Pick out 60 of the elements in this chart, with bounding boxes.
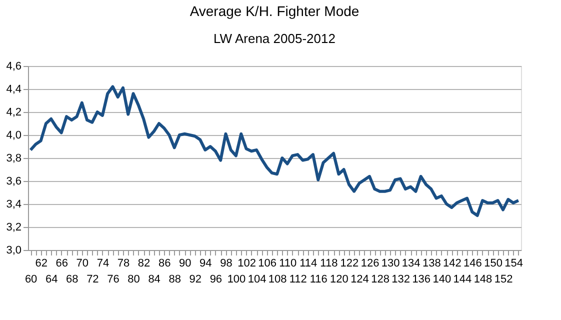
x-tick-label: 142 (442, 258, 462, 270)
x-tick-label: 98 (220, 258, 232, 270)
x-tick-label: 100 (227, 274, 246, 286)
y-tick-label: 4,6 (6, 60, 22, 72)
x-tick-label: 130 (381, 258, 400, 270)
x-tick-label: 114 (300, 258, 318, 270)
x-tick-label: 60 (24, 274, 38, 286)
x-tick-label: 126 (360, 258, 380, 270)
x-tick-label: 112 (289, 274, 307, 286)
x-tick-label: 80 (128, 274, 140, 286)
chart-title: Average K/H. Fighter Mode (190, 3, 360, 19)
x-tick-label: 134 (402, 258, 420, 270)
x-tick-label: 64 (45, 274, 58, 286)
line-series (29, 85, 520, 217)
x-tick-label: 110 (279, 258, 297, 270)
x-tick-label: 144 (453, 274, 472, 286)
chart-subtitle: LW Arena 2005-2012 (214, 31, 336, 46)
x-tick-label: 72 (86, 274, 99, 286)
x-tick-label: 70 (76, 258, 89, 270)
x-tick-label: 66 (56, 258, 68, 270)
x-tick-label: 120 (330, 274, 348, 286)
x-tick-label: 88 (168, 274, 181, 286)
x-tick-label: 68 (66, 274, 78, 286)
x-tick-label: 104 (248, 274, 266, 286)
x-tick-label: 90 (179, 258, 192, 270)
x-tick-label: 102 (238, 258, 256, 270)
x-tick-label: 122 (340, 258, 359, 270)
y-tick-label: 3,6 (6, 176, 22, 188)
x-tick-label: 146 (464, 258, 482, 270)
x-tick-label: 92 (189, 274, 202, 286)
x-tick-label: 86 (158, 258, 171, 270)
x-tick-label: 138 (422, 258, 441, 270)
x-tick-label: 74 (96, 258, 110, 270)
x-tick-label: 154 (504, 258, 523, 270)
x-tick-label: 82 (138, 258, 150, 270)
y-tick-label: 4,2 (6, 106, 22, 118)
x-tick-label: 128 (371, 274, 390, 286)
x-tick-label: 132 (392, 274, 410, 286)
x-tick-label: 108 (268, 274, 287, 286)
x-tick-label: 150 (484, 258, 502, 270)
y-tick-label: 4,0 (6, 130, 22, 142)
y-tick-label: 3,2 (6, 222, 22, 234)
x-tick-label: 116 (310, 274, 328, 286)
x-tick-label: 106 (258, 258, 276, 270)
x-tick-label: 140 (432, 274, 452, 286)
x-tick-label: 118 (320, 258, 338, 270)
x-tick-label: 78 (117, 258, 130, 270)
x-tick-label: 96 (210, 274, 222, 286)
x-tick-label: 152 (494, 274, 513, 286)
x-tick-label: 94 (200, 258, 212, 270)
y-tick-label: 3,0 (6, 244, 22, 256)
y-tick-label: 3,4 (6, 198, 22, 210)
x-tick-label: 62 (35, 258, 48, 270)
x-tick-label: 148 (474, 274, 492, 286)
x-tick-label: 124 (350, 274, 369, 286)
y-tick-label: 3,8 (6, 152, 22, 164)
x-tick-label: 84 (148, 274, 160, 286)
x-tick-label: 76 (107, 274, 120, 286)
x-tick-label: 136 (412, 274, 431, 286)
y-tick-label: 4,4 (6, 84, 22, 96)
